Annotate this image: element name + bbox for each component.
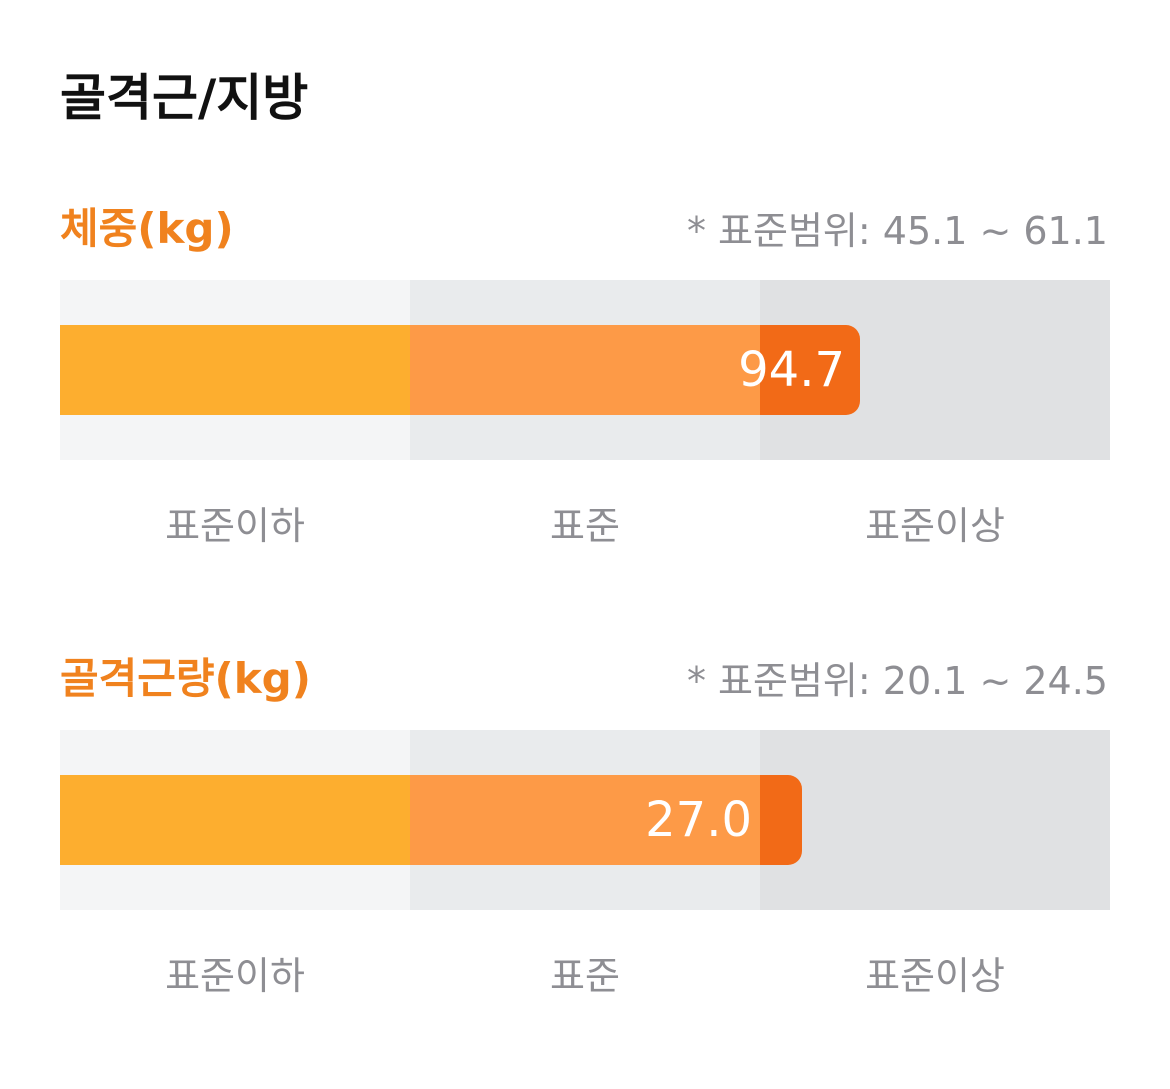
- zone-label: 표준이상: [865, 954, 1005, 998]
- zone-label: 표준: [550, 954, 620, 998]
- zone-high: [760, 730, 1110, 910]
- bar-segment: [760, 775, 802, 865]
- bar-segment: [60, 775, 410, 865]
- bar-value: 27.0: [645, 792, 752, 848]
- page-title: 골격근/지방: [60, 69, 309, 127]
- standard-range: * 표준범위: 20.1 ~ 24.5: [686, 659, 1108, 703]
- bar-value: 94.7: [738, 342, 845, 398]
- bar-segment: [60, 325, 410, 415]
- section-label: 골격근량(kg): [60, 654, 311, 703]
- zone-label: 표준이하: [165, 504, 305, 548]
- standard-range: * 표준범위: 45.1 ~ 61.1: [686, 209, 1108, 253]
- bar-segment: [410, 775, 760, 865]
- bar-segment: [410, 325, 760, 415]
- bar-segment: [760, 325, 860, 415]
- zone-label: 표준: [550, 504, 620, 548]
- zone-label: 표준이상: [865, 504, 1005, 548]
- zone-label: 표준이하: [165, 954, 305, 998]
- section-label: 체중(kg): [60, 204, 234, 253]
